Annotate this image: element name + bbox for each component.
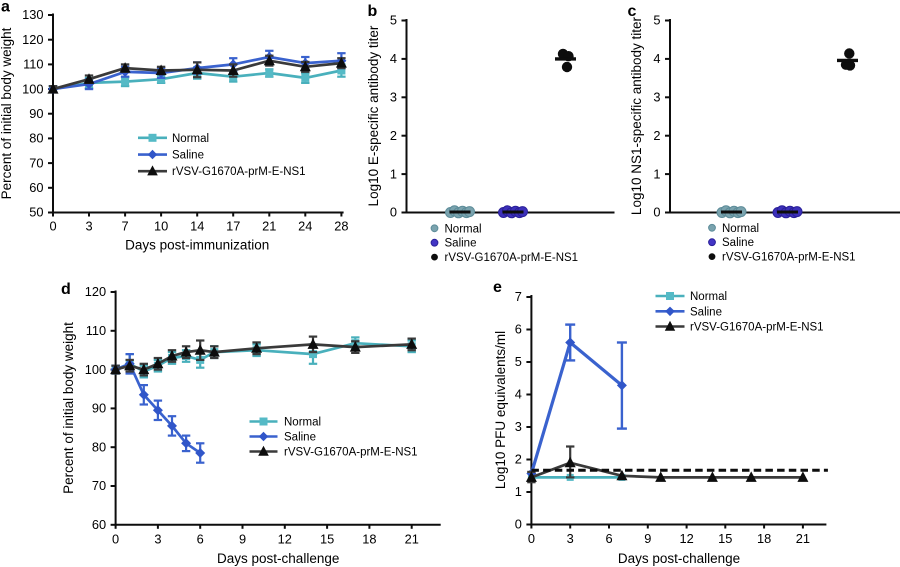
svg-text:3: 3	[515, 419, 522, 434]
svg-text:120: 120	[85, 284, 106, 299]
svg-text:Normal: Normal	[172, 133, 209, 145]
svg-text:0: 0	[390, 205, 397, 220]
svg-text:4: 4	[515, 387, 522, 402]
svg-text:24: 24	[298, 219, 312, 234]
svg-text:Normal: Normal	[445, 223, 482, 235]
svg-text:60: 60	[29, 180, 43, 195]
svg-text:0: 0	[515, 517, 522, 532]
svg-text:2: 2	[390, 128, 397, 143]
svg-text:28: 28	[334, 219, 348, 234]
svg-text:rVSV-G1670A-prM-E-NS1: rVSV-G1670A-prM-E-NS1	[445, 252, 579, 264]
svg-text:Saline: Saline	[172, 150, 204, 162]
svg-text:12: 12	[278, 531, 292, 546]
svg-text:rVSV-G1670A-prM-E-NS1: rVSV-G1670A-prM-E-NS1	[690, 322, 824, 334]
svg-text:7: 7	[515, 289, 522, 304]
svg-text:c: c	[628, 3, 637, 20]
svg-text:Saline: Saline	[690, 306, 722, 318]
svg-text:6: 6	[197, 531, 204, 546]
svg-text:Log10 E-specific antibody tite: Log10 E-specific antibody titer	[366, 25, 381, 206]
svg-text:0: 0	[653, 205, 660, 220]
svg-text:Days post-immunization: Days post-immunization	[125, 238, 269, 253]
svg-text:1: 1	[653, 166, 660, 181]
svg-text:5: 5	[653, 13, 660, 28]
svg-text:21: 21	[405, 531, 419, 546]
svg-text:21: 21	[262, 219, 276, 234]
svg-text:110: 110	[23, 57, 43, 72]
svg-text:e: e	[493, 279, 502, 296]
svg-text:12: 12	[679, 531, 693, 546]
svg-text:Percent of initial body weight: Percent of initial body weight	[0, 27, 14, 199]
svg-text:21: 21	[796, 531, 810, 546]
svg-text:a: a	[1, 0, 10, 16]
svg-text:Normal: Normal	[690, 291, 727, 303]
svg-text:Saline: Saline	[445, 238, 477, 250]
svg-text:Log10 PFU equivalents/ml: Log10 PFU equivalents/ml	[493, 331, 508, 489]
svg-text:rVSV-G1670A-prM-E-NS1: rVSV-G1670A-prM-E-NS1	[172, 166, 306, 178]
svg-text:Days post-challenge: Days post-challenge	[618, 551, 740, 566]
svg-text:Saline: Saline	[722, 237, 754, 249]
svg-text:5: 5	[390, 13, 397, 28]
svg-text:Percent of initial body weight: Percent of initial body weight	[61, 322, 76, 494]
svg-text:90: 90	[29, 106, 43, 121]
svg-text:7: 7	[122, 219, 129, 234]
svg-text:2: 2	[653, 128, 660, 143]
svg-text:70: 70	[29, 155, 43, 170]
svg-text:9: 9	[644, 531, 651, 546]
svg-text:70: 70	[92, 478, 106, 493]
svg-text:b: b	[368, 3, 378, 20]
svg-text:15: 15	[718, 531, 732, 546]
svg-text:18: 18	[362, 531, 376, 546]
svg-text:1: 1	[515, 484, 522, 499]
svg-text:rVSV-G1670A-prM-E-NS1: rVSV-G1670A-prM-E-NS1	[284, 447, 418, 459]
svg-text:50: 50	[29, 205, 43, 220]
svg-text:80: 80	[92, 439, 106, 454]
svg-text:5: 5	[515, 354, 522, 369]
svg-text:6: 6	[605, 531, 612, 546]
svg-text:Normal: Normal	[722, 223, 759, 235]
svg-text:3: 3	[390, 90, 397, 105]
svg-text:3: 3	[154, 531, 161, 546]
svg-text:Saline: Saline	[284, 432, 316, 444]
svg-text:rVSV-G1670A-prM-E-NS1: rVSV-G1670A-prM-E-NS1	[722, 252, 856, 264]
svg-text:d: d	[61, 281, 71, 298]
svg-text:120: 120	[22, 32, 43, 47]
svg-text:9: 9	[239, 531, 246, 546]
svg-text:14: 14	[190, 219, 204, 234]
svg-text:18: 18	[757, 531, 771, 546]
svg-text:60: 60	[92, 517, 106, 532]
svg-text:4: 4	[390, 51, 397, 66]
svg-text:0: 0	[112, 531, 119, 546]
svg-text:15: 15	[320, 531, 334, 546]
svg-text:100: 100	[85, 362, 106, 377]
svg-text:3: 3	[567, 531, 574, 546]
svg-text:0: 0	[49, 219, 56, 234]
svg-text:3: 3	[85, 219, 92, 234]
svg-text:1: 1	[390, 166, 397, 181]
svg-text:130: 130	[22, 7, 43, 22]
svg-text:90: 90	[92, 401, 106, 416]
svg-text:Log10 NS1-specific antibody ti: Log10 NS1-specific antibody titer	[629, 16, 644, 215]
svg-text:Days post-challenge: Days post-challenge	[217, 551, 339, 566]
svg-text:2: 2	[515, 452, 522, 467]
svg-text:4: 4	[653, 51, 660, 66]
svg-text:10: 10	[154, 219, 168, 234]
svg-text:3: 3	[653, 90, 660, 105]
svg-text:110: 110	[86, 323, 106, 338]
svg-text:100: 100	[22, 81, 43, 96]
svg-text:Normal: Normal	[284, 417, 321, 429]
svg-text:80: 80	[29, 131, 43, 146]
svg-text:0: 0	[528, 531, 535, 546]
svg-text:6: 6	[515, 322, 522, 337]
svg-text:17: 17	[226, 219, 240, 234]
